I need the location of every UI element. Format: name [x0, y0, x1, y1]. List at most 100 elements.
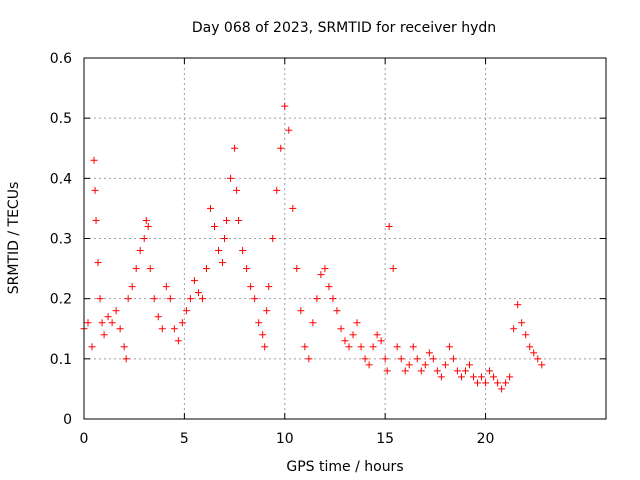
data-point [219, 259, 227, 267]
data-point [353, 319, 361, 327]
x-tick-label: 5 [180, 431, 189, 447]
data-point [522, 331, 530, 339]
x-axis-label: GPS time / hours [286, 459, 403, 475]
data-point [84, 319, 92, 327]
data-point [293, 265, 301, 273]
data-point [369, 343, 377, 351]
data-point [166, 295, 174, 303]
data-point [221, 235, 229, 242]
data-point [128, 283, 136, 291]
data-point [301, 343, 309, 351]
data-point [277, 144, 285, 152]
data-point [389, 265, 397, 273]
data-point [182, 307, 190, 315]
data-point [146, 265, 154, 273]
data-point [469, 373, 477, 381]
y-axis-label: SRMTID / TECUs [6, 182, 22, 295]
data-point [233, 186, 241, 194]
data-point [158, 325, 166, 333]
data-point [140, 235, 148, 242]
x-tick-label: 10 [276, 431, 294, 447]
data-point [413, 355, 421, 363]
data-point [88, 343, 96, 351]
y-tick-label: 0.4 [50, 171, 72, 187]
data-point [136, 247, 144, 255]
data-point [162, 283, 170, 291]
data-point [321, 265, 329, 273]
data-point [361, 355, 369, 363]
axis-tick-labels: 0 0.1 0.2 0.3 0.4 0.5 0.6 0 5 10 15 20 [50, 51, 495, 447]
data-point [259, 331, 267, 339]
data-point [265, 283, 273, 291]
data-point [235, 216, 243, 224]
data-point [514, 301, 522, 309]
data-point [377, 337, 385, 345]
y-tick-label: 0.6 [50, 51, 72, 67]
data-point [421, 361, 429, 369]
data-point [437, 373, 445, 381]
data-point [478, 373, 486, 381]
data-point [325, 283, 333, 291]
data-point [100, 331, 108, 339]
data-point [349, 331, 357, 339]
data-point [98, 319, 106, 327]
data-point [289, 204, 297, 212]
data-point [365, 361, 373, 369]
data-point [482, 379, 490, 387]
y-tick-label: 0.3 [50, 232, 72, 248]
data-point [206, 204, 214, 212]
data-point [211, 222, 218, 230]
data-point [170, 325, 178, 333]
data-point [486, 367, 494, 375]
data-point [144, 222, 152, 230]
data-point [255, 319, 263, 327]
data-point [445, 343, 453, 351]
data-point [92, 216, 100, 224]
data-point [333, 307, 341, 315]
data-point [409, 343, 417, 351]
data-point [281, 102, 289, 110]
data-point [425, 349, 433, 357]
data-point [397, 355, 405, 363]
data-point [251, 295, 259, 303]
data-point [417, 367, 425, 375]
data-point [309, 319, 317, 327]
data-point [526, 343, 534, 351]
data-point [285, 126, 293, 134]
data-point [305, 355, 313, 363]
data-point [90, 156, 98, 164]
data-point [112, 307, 120, 315]
data-point [449, 355, 457, 363]
data-point [385, 222, 393, 230]
data-point [357, 343, 365, 351]
data-point [383, 367, 391, 375]
data-point [341, 337, 349, 345]
data-point [174, 337, 182, 345]
data-point [506, 373, 514, 381]
data-point [94, 259, 102, 267]
y-tick-label: 0 [63, 412, 72, 428]
data-point [393, 343, 401, 351]
data-point [518, 319, 526, 327]
data-point [227, 174, 235, 182]
data-point [441, 361, 449, 369]
data-series-srmtid [80, 102, 546, 393]
data-point [154, 313, 162, 321]
data-point [538, 361, 546, 369]
data-point [231, 144, 239, 152]
data-point [132, 265, 140, 273]
data-point [122, 355, 130, 363]
x-tick-label: 20 [477, 431, 495, 447]
data-point [510, 325, 518, 333]
data-point [337, 325, 345, 333]
data-point [457, 373, 465, 381]
data-point [490, 373, 498, 381]
data-point [190, 277, 198, 285]
data-point [530, 349, 538, 357]
data-point [194, 289, 202, 297]
data-point [243, 265, 251, 273]
data-point [381, 355, 389, 363]
data-point [120, 343, 128, 351]
data-point [142, 216, 150, 224]
